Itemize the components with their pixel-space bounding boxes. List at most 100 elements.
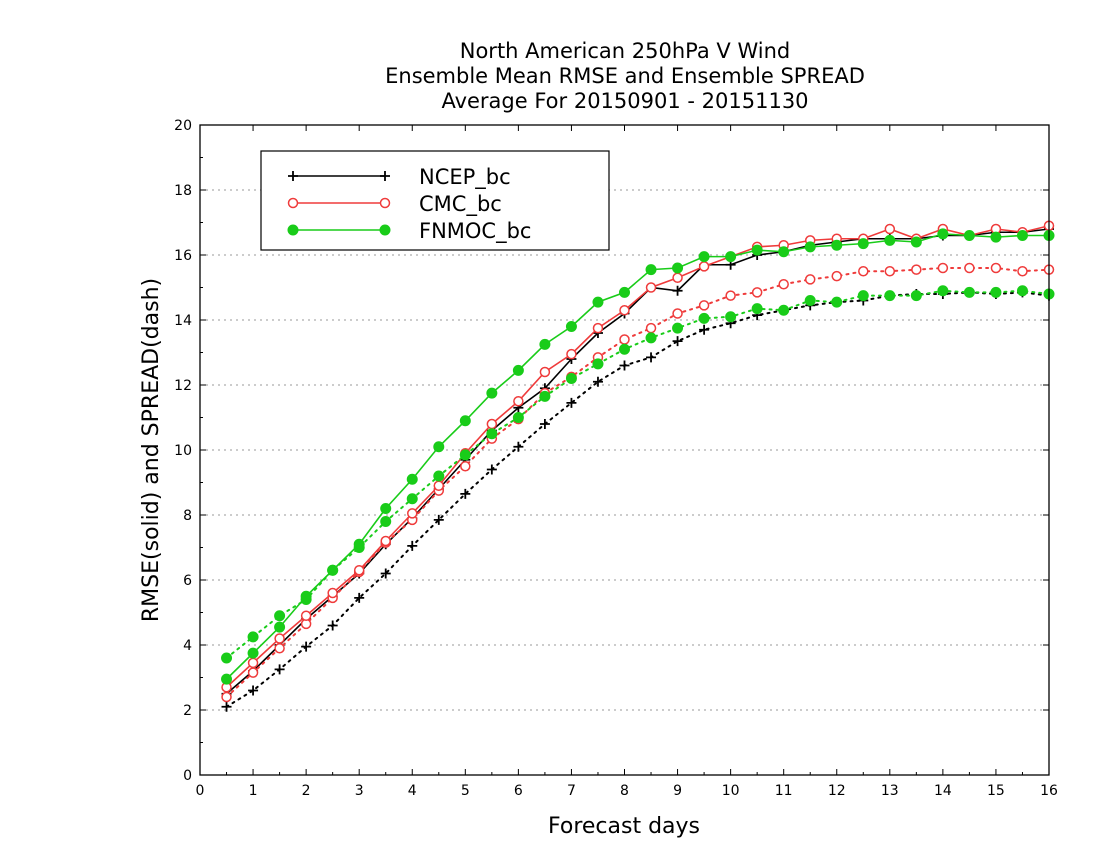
x-tick-label: 6 xyxy=(514,783,523,799)
cmc-bc-rmse-point xyxy=(672,272,683,283)
ncep-bc-spread-point xyxy=(646,352,657,363)
fnmoc-bc-spread-point xyxy=(565,373,577,384)
chart-title: North American 250hPa V Wind Ensemble Me… xyxy=(385,39,865,113)
cmc-bc-spread-point xyxy=(672,308,683,319)
fnmoc-bc-spread-point xyxy=(751,303,763,315)
fnmoc-bc-spread-point xyxy=(937,285,949,297)
x-tick-label: 0 xyxy=(196,783,205,799)
fnmoc-bc-rmse-point xyxy=(778,246,790,258)
fnmoc-bc-spread-point xyxy=(539,390,551,402)
fnmoc-bc-rmse-point xyxy=(910,236,922,248)
fnmoc-bc-rmse-point xyxy=(459,415,471,427)
fnmoc-bc-rmse-point xyxy=(990,231,1002,243)
cmc-bc-rmse-point xyxy=(513,396,524,407)
y-tick-label: 0 xyxy=(183,768,192,784)
fnmoc-bc-spread-point xyxy=(698,312,710,324)
legend-marker xyxy=(287,224,299,236)
cmc-bc-rmse-point xyxy=(247,657,259,669)
legend-marker xyxy=(379,224,391,236)
fnmoc-bc-spread-point xyxy=(380,516,392,527)
ncep-bc-spread-point xyxy=(513,441,524,452)
cmc-bc-rmse-point xyxy=(566,348,577,360)
fnmoc-bc-spread-point xyxy=(274,610,286,622)
cmc-bc-spread-point xyxy=(1017,266,1028,277)
cmc-bc-spread-point xyxy=(884,266,896,277)
fnmoc-bc-rmse-point xyxy=(221,673,233,685)
cmc-bc-spread-point xyxy=(619,334,630,345)
title-line-2: Ensemble Mean RMSE and Ensemble SPREAD xyxy=(385,64,865,88)
legend-marker xyxy=(288,171,298,181)
cmc-bc-rmse-point xyxy=(433,480,445,491)
fnmoc-bc-spread-point xyxy=(221,652,233,664)
x-tick-label: 3 xyxy=(355,783,364,799)
legend-item-fnmoc-bc: FNMOC_bc xyxy=(287,219,531,244)
y-tick-label: 16 xyxy=(174,248,192,264)
fnmoc-bc-spread-point xyxy=(247,631,259,643)
title-line-3: Average For 20150901 - 20151130 xyxy=(441,89,808,113)
fnmoc-bc-spread-point xyxy=(990,286,1002,298)
fnmoc-bc-rmse-point xyxy=(831,239,843,251)
title-line-1: North American 250hPa V Wind xyxy=(460,39,791,63)
x-tick-label: 9 xyxy=(673,783,682,799)
x-tick-label: 13 xyxy=(881,783,899,799)
cmc-bc-rmse-point xyxy=(407,508,418,519)
fnmoc-bc-rmse-point xyxy=(274,621,286,633)
legend-label: FNMOC_bc xyxy=(419,219,531,244)
fnmoc-bc-rmse-point xyxy=(698,251,710,263)
fnmoc-bc-rmse-point xyxy=(645,264,657,276)
cmc-bc-spread-point xyxy=(911,264,922,275)
ncep-bc-spread-point xyxy=(592,376,603,387)
fnmoc-bc-rmse-point xyxy=(804,241,816,253)
fnmoc-bc-rmse-point xyxy=(751,244,763,256)
cmc-bc-spread-point xyxy=(964,262,975,274)
y-tick-label: 10 xyxy=(174,443,192,459)
ncep-bc-spread-point xyxy=(221,701,232,712)
fnmoc-bc-rmse-point xyxy=(565,321,577,332)
series-fnmoc-bc xyxy=(221,228,1055,685)
x-tick-label: 8 xyxy=(620,783,629,799)
fnmoc-bc-spread-point xyxy=(459,449,471,461)
fnmoc-bc-rmse-point xyxy=(1016,230,1028,241)
cmc-bc-rmse-point xyxy=(592,322,604,334)
ncep-bc-spread-point xyxy=(566,397,577,408)
fnmoc-bc-rmse-point xyxy=(963,230,975,241)
cmc-bc-rmse-point xyxy=(274,633,285,644)
fnmoc-bc-spread-point xyxy=(486,428,498,440)
cmc-bc-rmse-point xyxy=(884,223,896,235)
fnmoc-bc-spread-point xyxy=(804,295,816,306)
x-tick-label: 16 xyxy=(1040,783,1058,799)
ncep-bc-spread-point xyxy=(539,419,550,429)
ncep-bc-spread-point xyxy=(433,514,444,525)
y-tick-label: 6 xyxy=(183,573,192,589)
fnmoc-bc-rmse-point xyxy=(406,473,418,485)
fnmoc-bc-spread-point xyxy=(1016,285,1028,297)
cmc-bc-spread-point xyxy=(698,300,710,311)
ncep-bc-rmse-point xyxy=(672,285,683,296)
ncep-bc-spread-point xyxy=(619,360,630,371)
fnmoc-bc-rmse-point xyxy=(327,564,339,576)
cmc-bc-spread-point xyxy=(778,279,789,290)
ncep-bc-spread-point xyxy=(354,592,365,603)
cmc-bc-spread-point xyxy=(751,287,763,298)
cmc-bc-spread-point xyxy=(990,262,1002,274)
ncep-bc-spread-line xyxy=(225,291,1050,708)
ncep-bc-spread-point xyxy=(301,641,312,652)
x-tick-label: 5 xyxy=(461,783,470,799)
x-tick-label: 2 xyxy=(302,783,311,799)
y-tick-label: 2 xyxy=(183,703,192,719)
legend-item-ncep-bc: NCEP_bc xyxy=(288,165,511,190)
ncep-bc-spread-point xyxy=(486,464,497,475)
fnmoc-bc-spread-point xyxy=(857,290,869,302)
cmc-bc-spread-point xyxy=(221,691,232,703)
fnmoc-bc-spread-point xyxy=(433,470,445,482)
fnmoc-bc-spread-point xyxy=(619,343,630,355)
legend-marker xyxy=(380,171,390,181)
fnmoc-bc-rmse-point xyxy=(672,262,684,274)
ncep-bc-spread-point xyxy=(248,685,259,696)
fnmoc-bc-spread-point xyxy=(884,290,896,302)
fnmoc-bc-rmse-point xyxy=(512,364,524,376)
fnmoc-bc-spread-point xyxy=(725,311,737,323)
fnmoc-bc-spread-line xyxy=(225,289,1050,659)
